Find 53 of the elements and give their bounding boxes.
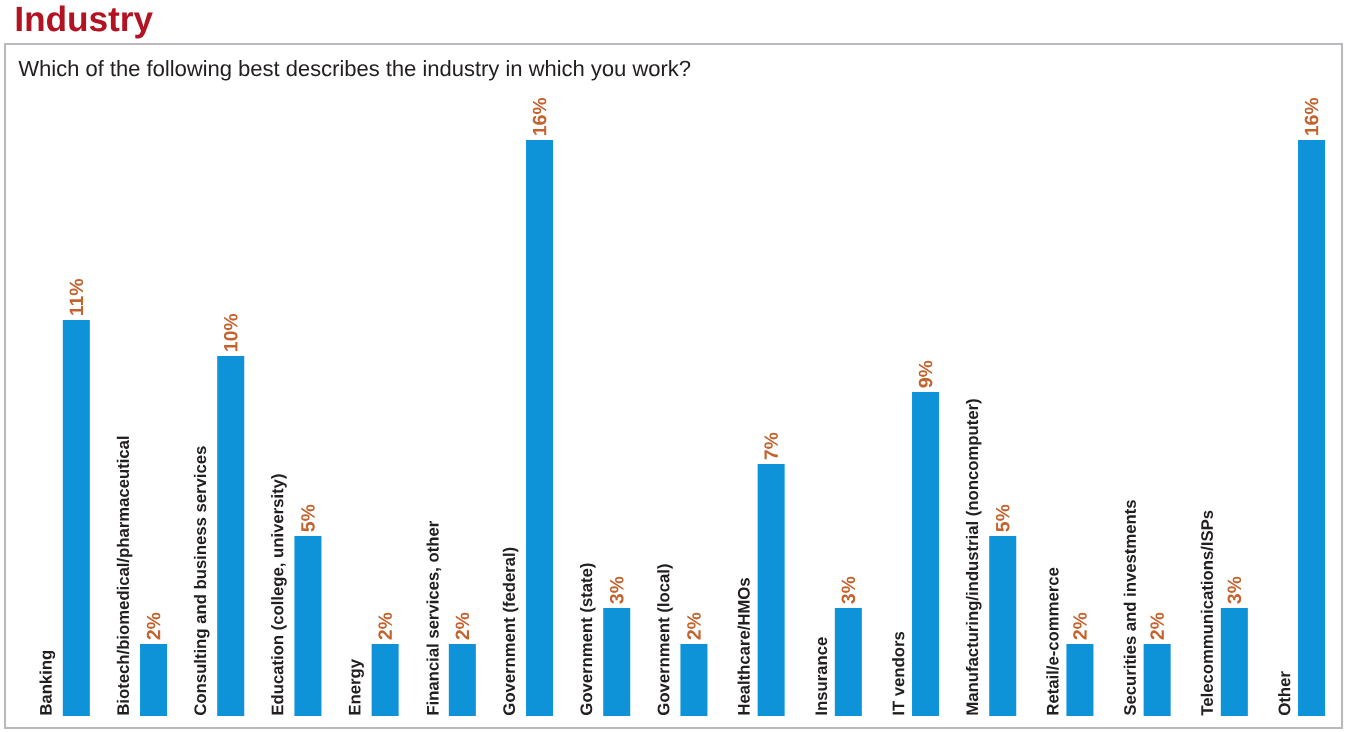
data-label: 11% bbox=[69, 279, 84, 315]
data-label: 5% bbox=[301, 504, 315, 532]
bar bbox=[62, 319, 90, 716]
bar bbox=[294, 535, 322, 716]
bar bbox=[834, 607, 862, 716]
x-tick-label: Biotech/biomedical/pharmaceutical bbox=[116, 436, 133, 715]
x-tick-label: Government (federal) bbox=[502, 547, 519, 715]
bar bbox=[1143, 643, 1171, 716]
bar bbox=[912, 391, 940, 716]
x-tick-label: Financial services, other bbox=[426, 521, 442, 715]
x-tick-label: Securities and investments bbox=[1123, 500, 1136, 716]
x-tick-label: Other bbox=[1278, 671, 1291, 715]
bar bbox=[217, 355, 245, 716]
chart-subtitle: Which of the following best describes the industry in which you work? bbox=[18, 60, 691, 81]
bar bbox=[757, 463, 785, 716]
x-tick-label: Insurance bbox=[815, 637, 828, 715]
data-label: 5% bbox=[995, 504, 1010, 532]
x-tick-label: Healthcare/HMOs bbox=[737, 578, 750, 715]
data-label: 2% bbox=[687, 612, 701, 640]
bar bbox=[526, 139, 554, 716]
x-tick-label: IT vendors bbox=[892, 631, 905, 715]
bar bbox=[371, 643, 399, 716]
data-label: 2% bbox=[378, 612, 392, 640]
bar bbox=[603, 607, 631, 716]
x-tick-label: Manufacturing/industrial (noncomputer) bbox=[965, 399, 982, 715]
x-tick-label: Government (local) bbox=[657, 564, 673, 715]
x-tick-label: Government (state) bbox=[579, 563, 596, 715]
bar bbox=[989, 535, 1017, 716]
bar bbox=[448, 643, 476, 716]
data-label: 10% bbox=[223, 313, 238, 351]
data-label: 2% bbox=[146, 612, 161, 640]
data-label: 16% bbox=[532, 97, 547, 135]
bar bbox=[1298, 139, 1326, 716]
data-label: 3% bbox=[841, 576, 856, 604]
x-tick-label: Consulting and business services bbox=[193, 446, 210, 715]
bar bbox=[140, 643, 168, 716]
data-label: 3% bbox=[1227, 576, 1242, 604]
x-tick-label: Education (college, university) bbox=[271, 474, 287, 715]
data-label: 2% bbox=[1150, 612, 1164, 640]
bar bbox=[680, 643, 708, 716]
data-label: 2% bbox=[455, 612, 470, 640]
data-label: 2% bbox=[1073, 612, 1087, 640]
data-label: 16% bbox=[1304, 97, 1319, 135]
data-label: 7% bbox=[764, 432, 778, 460]
chart-title: Industry bbox=[16, 5, 153, 39]
bar bbox=[1220, 607, 1248, 716]
data-label: 3% bbox=[609, 576, 624, 604]
data-label: 9% bbox=[918, 360, 933, 388]
bar bbox=[1066, 643, 1094, 716]
x-tick-label: Energy bbox=[348, 659, 364, 715]
x-tick-label: Telecommunications/ISPs bbox=[1200, 510, 1214, 716]
x-tick-label: Retail/e-commerce bbox=[1046, 567, 1059, 715]
x-tick-label: Banking bbox=[39, 650, 56, 715]
